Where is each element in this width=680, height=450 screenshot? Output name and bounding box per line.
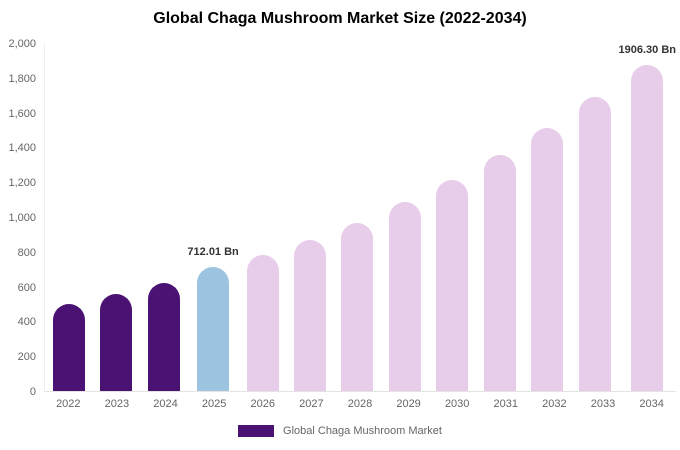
x-label-2031: 2031 <box>493 398 519 410</box>
bar-slot-2023 <box>92 44 139 391</box>
x-label-2022: 2022 <box>56 398 81 410</box>
bar-2026 <box>246 255 279 391</box>
y-tick-1600: 1,600 <box>8 107 36 120</box>
x-label-2026: 2026 <box>250 398 275 410</box>
y-tick-0: 0 <box>29 386 36 398</box>
legend: Global Chaga Mushroom Market <box>0 425 680 437</box>
bar-slot-2031 <box>476 44 523 391</box>
x-label-2024: 2024 <box>153 398 178 410</box>
x-label-2030: 2030 <box>444 398 470 410</box>
bar-slot-2028 <box>334 44 381 391</box>
bar-2025 <box>197 267 230 391</box>
bars-area: 712.01 Bn 1906.30 Bn <box>44 44 676 392</box>
x-label-2023: 2023 <box>104 398 130 410</box>
bar-2028 <box>341 223 374 391</box>
bar-annotation-2025: 712.01 Bn <box>187 246 239 259</box>
bar-2031 <box>483 155 516 391</box>
y-tick-1400: 1,400 <box>8 142 36 155</box>
legend-swatch <box>238 425 275 437</box>
bar-slot-2025: 712.01 Bn <box>187 44 239 391</box>
bar-slot-2026 <box>239 44 286 391</box>
bar-slot-2034: 1906.30 Bn <box>619 44 676 391</box>
bar-2027 <box>293 239 326 391</box>
x-label-2033: 2033 <box>590 398 616 410</box>
bar-slot-2024 <box>140 44 187 391</box>
bar-slot-2027 <box>286 44 333 391</box>
bar-slot-2033 <box>571 44 618 391</box>
y-axis-labels: 0 200 400 600 800 1,000 1,200 1,400 1,600 1,800 2,… <box>0 38 36 398</box>
y-tick-2000: 2,000 <box>8 38 36 50</box>
bar-2022 <box>52 304 85 391</box>
chart-title: Global Chaga Mushroom Market Size (2022-… <box>153 10 527 27</box>
x-label-2029: 2029 <box>396 398 421 410</box>
plot-area: 0 200 400 600 800 1,000 1,200 1,400 1,600 1,800 2,… <box>0 38 680 398</box>
bar-slot-2029 <box>381 44 428 391</box>
bar-annotation-2034: 1906.30 Bn <box>618 44 677 56</box>
y-tick-1800: 1,800 <box>8 72 36 85</box>
bar-slot-2032 <box>524 44 571 391</box>
bar-2024 <box>147 283 180 391</box>
y-tick-1000: 1,000 <box>8 212 36 224</box>
bar-2033 <box>578 96 611 391</box>
x-label-2028: 2028 <box>347 398 373 410</box>
y-tick-800: 800 <box>17 246 36 259</box>
x-label-2025: 2025 <box>201 398 227 410</box>
x-label-2027: 2027 <box>299 398 324 410</box>
legend-label: Global Chaga Mushroom Market <box>283 425 442 437</box>
bar-2030 <box>436 179 469 391</box>
y-tick-600: 600 <box>17 281 36 294</box>
y-tick-400: 400 <box>17 316 36 329</box>
bar-slot-2030 <box>429 44 476 391</box>
x-label-2034: 2034 <box>639 398 664 410</box>
x-axis-labels: 2022 2023 2024 2025 2026 2027 2028 2029 2030 2031… <box>44 398 676 410</box>
bar-slot-2022 <box>45 44 92 391</box>
bar-2032 <box>531 128 564 391</box>
bar-2034 <box>631 65 664 391</box>
bar-2023 <box>100 294 133 391</box>
bar-2029 <box>388 202 421 391</box>
y-tick-200: 200 <box>17 351 36 364</box>
x-label-2032: 2032 <box>542 398 567 410</box>
y-tick-1200: 1,200 <box>8 177 36 190</box>
